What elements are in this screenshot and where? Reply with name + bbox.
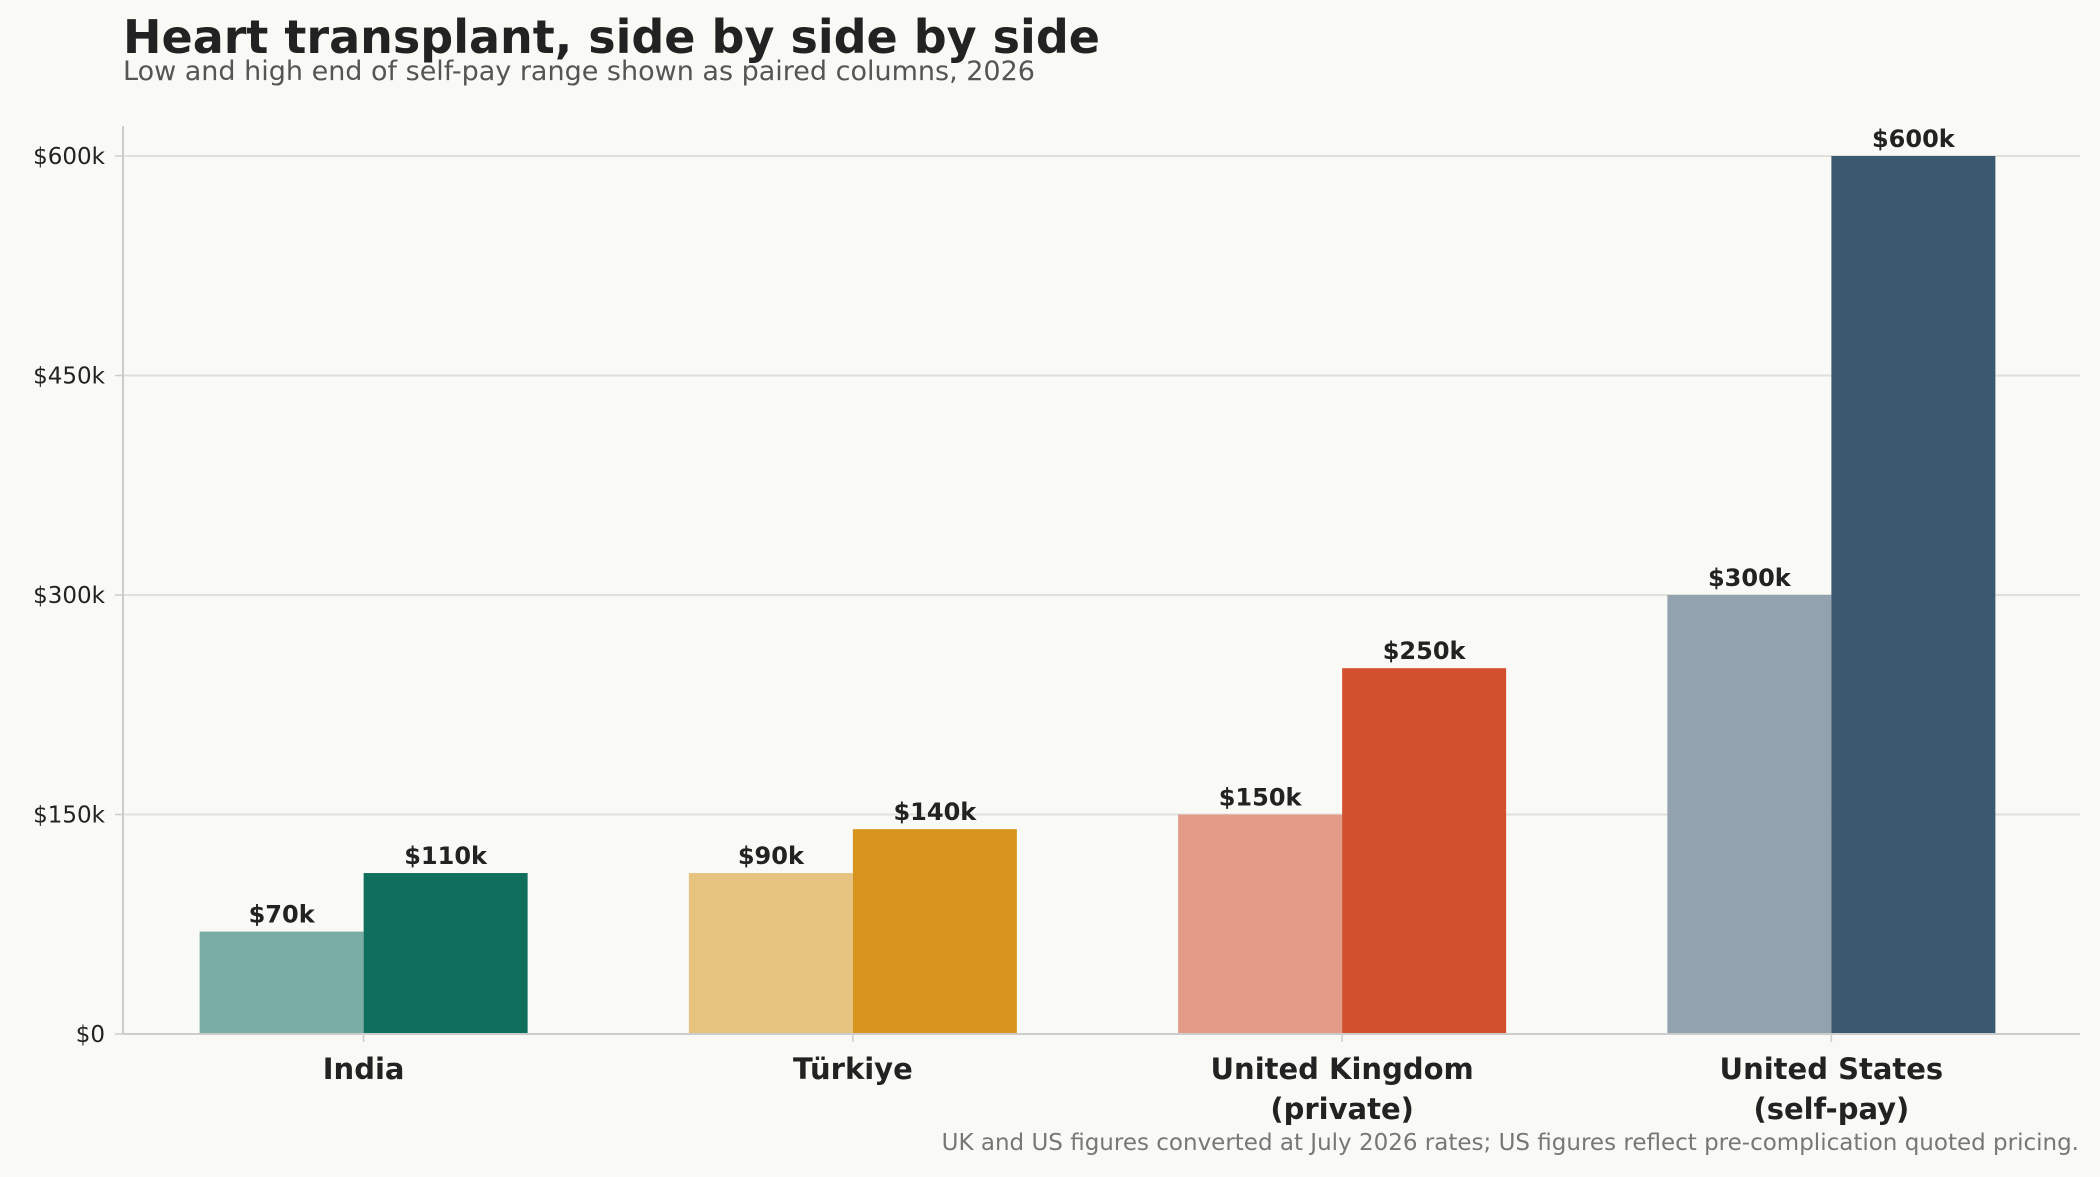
chart-footnote: UK and US figures converted at July 2026… [941,1130,2079,1156]
data-label: $70k [249,901,316,929]
chart-title: Heart transplant, side by side by side [123,10,1100,64]
y-tick-label: $150k [33,803,106,829]
bar [852,829,1017,1034]
x-tick-label: United Kingdom [1211,1052,1474,1086]
data-label: $110k [404,842,488,870]
bar [363,873,528,1034]
data-label: $150k [1219,784,1303,812]
bar [688,873,853,1034]
data-label: $250k [1383,637,1467,665]
y-tick-label: $300k [33,583,106,609]
x-tick-label: India [323,1052,405,1086]
x-tick-label: (self-pay) [1753,1092,1909,1126]
bar [1667,595,1832,1034]
bar [199,931,364,1034]
bar [1342,668,1507,1034]
x-tick-label: (private) [1270,1092,1414,1126]
y-tick-label: $600k [33,144,106,170]
data-label: $90k [738,842,805,870]
data-label: $600k [1872,125,1956,153]
y-tick-label: $450k [33,364,106,390]
chart-subtitle: Low and high end of self-pay range shown… [123,56,1035,87]
x-tick-label: Türkiye [793,1052,913,1086]
data-label: $140k [893,798,977,826]
y-tick-label: $0 [76,1022,105,1048]
x-tick-label: United States [1720,1052,1944,1086]
data-label: $300k [1708,564,1792,592]
bar [1178,814,1343,1034]
bar [1831,156,1996,1034]
